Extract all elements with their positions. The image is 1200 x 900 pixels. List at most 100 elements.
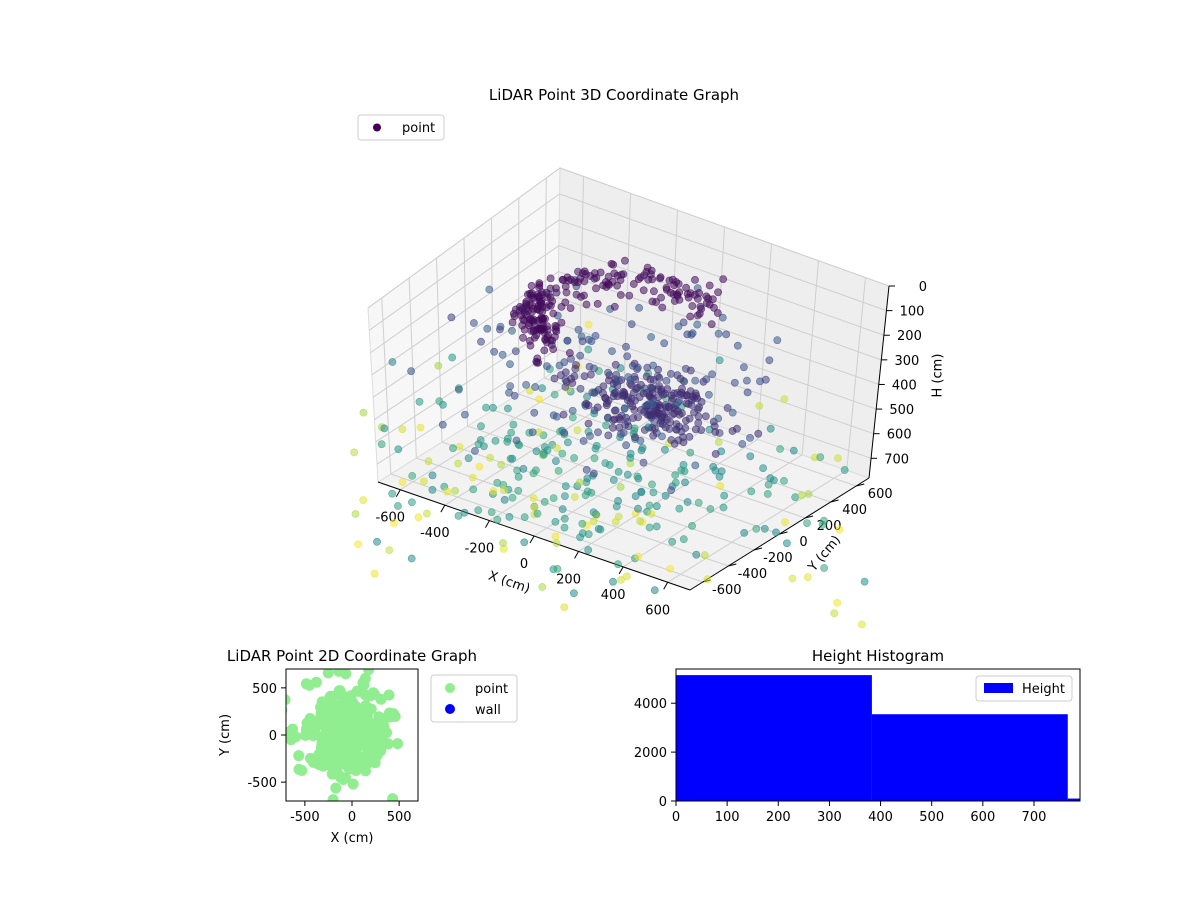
chart-2d-y-tick-label: 0 [269,729,277,744]
chart-3d-point [633,472,642,481]
chart-3d-gridline-z [559,167,890,287]
chart-2d-point [365,703,377,715]
chart-3d-point [587,337,596,345]
chart-3d-point [677,427,686,436]
chart-3d-point [503,404,512,413]
chart-3d-point [694,419,703,427]
chart-3d-point [522,301,531,310]
chart-3d-point [763,490,772,498]
chart-3d-point [575,478,584,487]
chart-3d-point [535,281,544,289]
chart-3d-point [691,389,700,398]
chart-3d-point [474,506,483,515]
chart-3d-point [642,388,651,397]
histogram-legend: Height [975,675,1073,702]
chart-3d-point [520,538,529,547]
chart-3d-point [610,302,619,311]
chart-3d-point [398,478,407,486]
chart-2d-point [316,696,328,708]
chart-3d-point [666,288,675,297]
chart-3d-point [772,528,780,537]
chart-3d-point [454,459,462,468]
chart-3d-y-tick [804,515,814,519]
chart-3d-point [816,453,825,461]
chart-3d-point [643,263,652,272]
chart-3d-point [670,409,678,418]
chart-3d-point [538,583,547,591]
chart-2d-title: LiDAR Point 2D Coordinate Graph [227,647,477,665]
chart-3d-point [531,383,540,391]
chart-3d-point [679,535,688,544]
chart-3d-point [645,501,654,510]
chart-3d-point [447,313,456,322]
chart-3d-z-axis [868,285,890,479]
chart-2d-point [261,759,272,770]
chart-3d-point [590,406,599,415]
chart-2d-point [307,730,319,742]
chart-3d-y-tick-label: 0 [799,535,807,550]
chart-3d-point [686,448,695,457]
chart-3d-point [636,517,644,525]
chart-2d-point [383,689,395,701]
chart-3d-points [350,256,869,629]
chart-2d-points [261,669,404,801]
chart-3d-y-tick-label: 600 [868,487,893,502]
chart-3d-point [672,420,681,428]
chart-3d-point [611,360,620,369]
histogram-bar [871,714,1068,802]
histogram-bar [676,675,872,802]
chart-3d-point [594,428,602,437]
chart-3d-point [460,508,469,517]
chart-3d-y-tick-label: -200 [763,551,793,566]
chart-3d-point [637,446,646,455]
chart-3d-point [493,515,502,524]
chart-3d-point [557,318,566,327]
chart-3d-point [505,388,513,397]
chart-3d-x-tick [574,551,580,559]
chart-3d-z-tick-label: 300 [894,354,919,369]
chart-3d-point [565,349,574,357]
chart-3d-z-tick-label: 400 [892,378,917,393]
chart-3d-point [527,291,535,300]
chart-3d-point [570,493,579,501]
chart-3d-x-tick-label: 600 [645,603,670,618]
chart-2d-legend-marker-point [445,683,455,693]
histogram-x-tick-label: 0 [672,810,680,825]
chart-3d-point [674,398,682,407]
chart-3d-gridline-z [557,322,874,435]
chart-3d-point [647,510,656,518]
chart-3d-point [860,577,869,586]
chart-3d-point [629,280,638,288]
chart-3d-point [350,448,359,457]
chart-3d-point [746,433,754,442]
chart-3d-point [614,512,623,521]
chart-3d-point [803,519,811,527]
chart-3d-point [539,450,548,459]
chart-3d-point [416,423,425,432]
chart-3d-gridline-y [416,457,729,567]
chart-3d-point [781,518,789,527]
chart-3d-point [688,522,696,530]
chart-3d-point [680,377,689,386]
chart-3d-point [359,496,368,504]
chart-3d-point [584,401,593,410]
chart-3d-point [557,371,565,379]
chart-3d-x-tick [395,489,401,497]
chart-2d-x-tick-label: 0 [348,810,356,825]
chart-3d-gridline-y [490,217,494,411]
chart-3d-point [654,365,662,374]
chart-3d-z-tick-label: 600 [887,428,912,443]
chart-3d-point [743,388,752,397]
chart-3d-point [666,564,675,573]
chart-3d-point [407,498,416,507]
chart-histogram: Height Histogram 0 100 200 300 400 500 600 7000… [634,647,1081,825]
chart-3d-point [582,465,591,474]
chart-3d-point [554,466,563,475]
chart-3d-point [667,436,676,444]
chart-3d-point [648,399,657,408]
chart-3d-point [495,325,504,334]
chart-3d-point [514,486,523,495]
chart-2d-point [301,717,313,729]
histogram-y-tick-label: 2000 [634,746,667,761]
chart-3d-point [714,414,723,423]
